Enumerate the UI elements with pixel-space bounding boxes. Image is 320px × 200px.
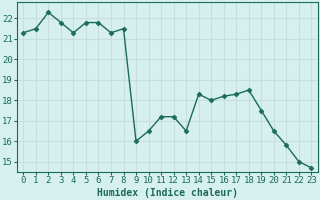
X-axis label: Humidex (Indice chaleur): Humidex (Indice chaleur) [97,188,238,198]
